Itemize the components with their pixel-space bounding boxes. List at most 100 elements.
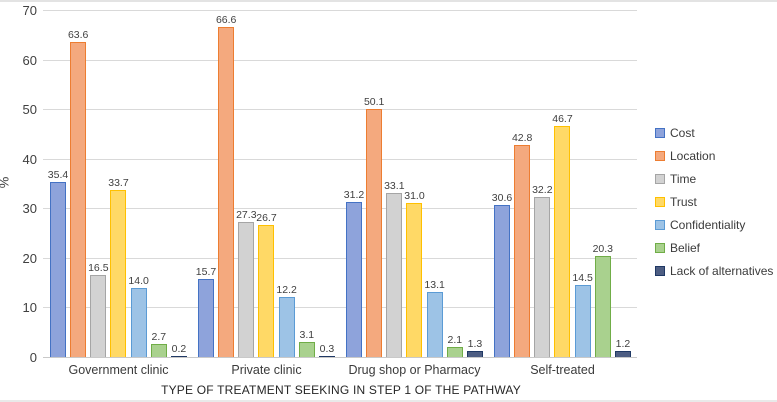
bar-trust: 46.7 (552, 113, 573, 357)
bar-belief: 2.1 (446, 334, 463, 357)
bar-value-label: 27.3 (236, 208, 257, 221)
y-tick-label: 50 (22, 102, 37, 118)
bar-confidentiality: 12.2 (276, 284, 297, 357)
bar-value-label: 46.7 (552, 112, 573, 125)
legend-label: Confidentiality (670, 218, 746, 232)
bar-value-label: 2.7 (151, 330, 167, 343)
legend-item-belief: Belief (655, 241, 773, 255)
bar-value-label: 1.2 (615, 338, 631, 351)
gridline (43, 10, 637, 11)
bar-location: 66.6 (216, 14, 236, 357)
bar-lack-of-alternatives: 0.3 (318, 343, 335, 357)
bar-value-label: 15.7 (195, 266, 217, 279)
legend-swatch-icon (655, 243, 665, 253)
gridline (43, 307, 637, 309)
bar-value-label: 16.5 (88, 262, 109, 275)
gridline (43, 59, 637, 61)
legend-swatch-icon (655, 151, 665, 161)
bar-trust: 33.7 (108, 177, 129, 357)
bar-location: 50.1 (364, 96, 384, 357)
legend-item-location: Location (655, 149, 773, 163)
bar-value-label: 0.2 (171, 343, 187, 355)
bar-lack-of-alternatives: 0.2 (170, 343, 187, 357)
x-category-label: Drug shop or Pharmacy (348, 363, 481, 377)
bar-value-label: 3.1 (299, 328, 315, 341)
bar-value-label: 63.6 (67, 28, 89, 41)
bar-value-label: 50.1 (363, 95, 385, 108)
bar-value-label: 0.3 (319, 342, 335, 355)
y-tick-label: 60 (22, 52, 37, 68)
y-axis-title: % (0, 163, 12, 203)
bar-cost: 30.6 (492, 192, 512, 357)
x-category-label: Government clinic (68, 363, 169, 377)
bar-value-label: 31.0 (404, 190, 425, 203)
bar-value-label: 30.6 (491, 192, 513, 205)
legend-label: Cost (670, 126, 695, 140)
bar-value-label: 33.1 (384, 179, 405, 192)
bar-location: 63.6 (68, 29, 88, 357)
gridline (43, 257, 637, 259)
gridline (43, 109, 637, 111)
x-category-label: Self-treated (530, 363, 595, 377)
bar-group-4: 30.6 42.8 32.2 46.7 14.5 20.3 1.2 (492, 10, 631, 357)
legend-item-time: Time (655, 172, 773, 186)
bar-value-label: 26.7 (256, 211, 277, 224)
legend-label: Belief (670, 241, 701, 255)
y-tick-label: 20 (22, 250, 37, 266)
legend-item-cost: Cost (655, 126, 773, 140)
bar-value-label: 1.3 (467, 337, 483, 350)
bar-value-label: 20.3 (592, 243, 613, 256)
bar-confidentiality: 14.5 (572, 272, 593, 357)
y-tick-label: 40 (22, 151, 37, 167)
legend-label: Trust (670, 195, 697, 209)
bar-time: 33.1 (384, 180, 405, 357)
legend-label: Time (670, 172, 697, 186)
bar-lack-of-alternatives: 1.3 (466, 338, 483, 357)
legend-item-lack-of-alternatives: Lack of alternatives (655, 264, 773, 278)
bar-belief: 2.7 (150, 331, 167, 357)
gridline (43, 357, 637, 358)
bar-trust: 31.0 (404, 190, 425, 357)
bar-value-label: 13.1 (424, 279, 445, 292)
bar-value-label: 31.2 (343, 189, 365, 202)
y-tick-label: 10 (22, 300, 37, 316)
legend-item-confidentiality: Confidentiality (655, 218, 773, 232)
bar-value-label: 35.4 (47, 168, 69, 181)
bar-time: 32.2 (532, 184, 553, 357)
y-tick-label: 30 (22, 201, 37, 217)
bar-time: 27.3 (236, 209, 257, 357)
y-tick-label: 70 (22, 3, 37, 18)
bar-belief: 3.1 (298, 329, 315, 357)
legend-swatch-icon (655, 266, 665, 276)
bar-confidentiality: 13.1 (424, 279, 445, 357)
bar-location: 42.8 (512, 132, 532, 357)
bar-value-label: 12.2 (276, 283, 297, 296)
bar-value-label: 42.8 (511, 131, 533, 144)
legend-swatch-icon (655, 174, 665, 184)
bar-value-label: 66.6 (215, 13, 237, 26)
bar-group-1: 35.4 63.6 16.5 33.7 14.0 2.7 0.2 (48, 10, 187, 357)
legend-swatch-icon (655, 220, 665, 230)
bar-group-3: 31.2 50.1 33.1 31.0 13.1 2.1 1.3 (344, 10, 483, 357)
legend: Cost Location Time Trust Confidentiality Beli… (655, 126, 773, 287)
gridline (43, 158, 637, 160)
x-category-label: Private clinic (231, 363, 302, 377)
bar-confidentiality: 14.0 (128, 275, 149, 357)
legend-item-trust: Trust (655, 195, 773, 209)
bar-time: 16.5 (88, 262, 109, 357)
bar-trust: 26.7 (256, 212, 277, 357)
legend-label: Location (670, 149, 716, 163)
bar-value-label: 32.2 (532, 184, 553, 197)
bar-cost: 35.4 (48, 169, 68, 357)
bar-group-2: 15.7 66.6 27.3 26.7 12.2 3.1 0.3 (196, 10, 335, 357)
bar-value-label: 33.7 (108, 176, 129, 189)
bar-value-label: 14.0 (128, 274, 149, 287)
gridline (43, 208, 637, 210)
bar-cost: 15.7 (196, 266, 216, 357)
bar-value-label: 14.5 (572, 272, 593, 285)
legend-swatch-icon (655, 128, 665, 138)
legend-swatch-icon (655, 197, 665, 207)
bar-lack-of-alternatives: 1.2 (614, 338, 631, 357)
bar-cost: 31.2 (344, 189, 364, 357)
